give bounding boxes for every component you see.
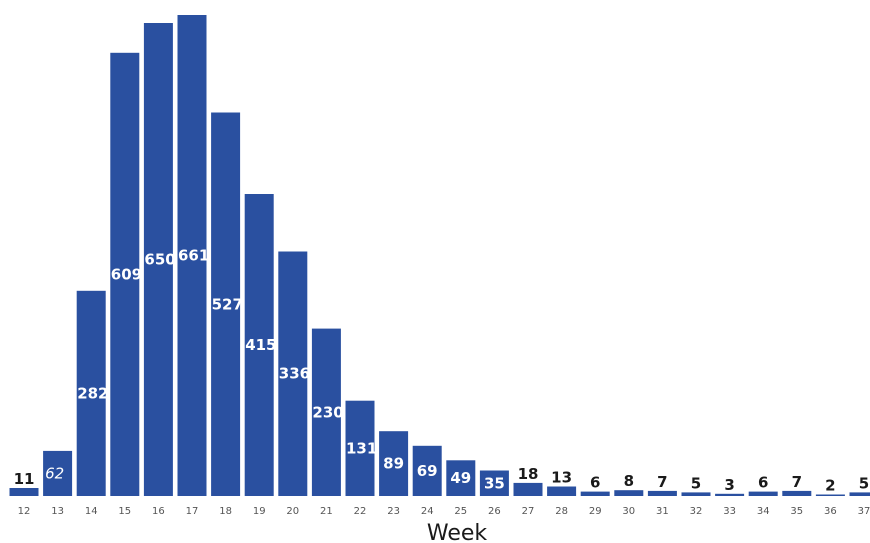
- value-label-week-35: 7: [792, 473, 802, 491]
- bar-week-31: [647, 490, 677, 496]
- value-label-week-24: 69: [417, 462, 438, 480]
- bar-week-34: [748, 491, 778, 496]
- value-label-week-31: 7: [657, 473, 667, 491]
- bar-week-25: [446, 460, 476, 496]
- bar-week-17: [177, 15, 207, 496]
- value-label-week-34: 6: [758, 474, 768, 492]
- bar-week-32: [681, 492, 711, 496]
- x-tick-label-12: 12: [18, 506, 31, 517]
- value-label-week-33: 3: [724, 476, 734, 494]
- x-tick-label-27: 27: [522, 506, 535, 517]
- bar-week-36: [815, 494, 845, 496]
- value-label-week-28: 13: [551, 469, 572, 487]
- value-label-week-26: 35: [484, 474, 505, 492]
- value-label-week-37: 5: [859, 474, 869, 492]
- value-label-week-23: 89: [383, 455, 404, 473]
- x-tick-label-24: 24: [421, 506, 434, 517]
- bar-week-19: [244, 194, 274, 496]
- bar-week-30: [614, 490, 644, 496]
- bar-week-13: [43, 450, 73, 496]
- value-label-week-12: 11: [14, 470, 35, 488]
- bar-week-35: [782, 490, 812, 496]
- bar-week-33: [715, 493, 745, 496]
- x-tick-label-25: 25: [454, 506, 467, 517]
- bar-week-24: [412, 445, 442, 496]
- x-tick-label-33: 33: [723, 506, 736, 517]
- bar-week-23: [379, 431, 409, 496]
- value-label-week-22: 131: [346, 439, 377, 457]
- bar-week-26: [479, 470, 509, 496]
- value-label-week-17: 661: [178, 247, 209, 265]
- bar-week-28: [547, 486, 577, 496]
- x-tick-label-32: 32: [690, 506, 703, 517]
- x-tick-label-37: 37: [858, 506, 870, 517]
- x-tick-label-19: 19: [253, 506, 266, 517]
- value-label-week-18: 527: [212, 295, 243, 313]
- x-tick-label-20: 20: [286, 506, 299, 517]
- x-tick-label-31: 31: [656, 506, 669, 517]
- x-tick-label-18: 18: [219, 506, 232, 517]
- bars: [9, 15, 870, 497]
- value-label-week-14: 282: [77, 384, 108, 402]
- value-label-week-25: 49: [450, 469, 471, 487]
- bar-week-20: [278, 251, 308, 496]
- value-label-week-27: 18: [518, 465, 539, 483]
- x-tick-label-15: 15: [118, 506, 131, 517]
- value-label-week-36: 2: [825, 477, 835, 495]
- x-tick-label-16: 16: [152, 506, 165, 517]
- x-tick-label-30: 30: [622, 506, 635, 517]
- x-tick-label-34: 34: [757, 506, 770, 517]
- x-axis-title: Week: [427, 521, 488, 543]
- bar-week-29: [580, 491, 610, 496]
- x-tick-labels: 12 13 14 15 16 17 18 19 20 21 22 23 24 25 26 27 28 29 30 31…: [18, 506, 870, 517]
- bar-week-21: [311, 328, 341, 496]
- x-tick-label-29: 29: [589, 506, 602, 517]
- value-label-week-21: 230: [312, 403, 343, 421]
- x-tick-label-21: 21: [320, 506, 333, 517]
- x-tick-label-35: 35: [790, 506, 803, 517]
- value-label-week-29: 6: [590, 474, 600, 492]
- bar-week-18: [211, 112, 241, 496]
- value-label-week-32: 5: [691, 474, 701, 492]
- x-tick-label-14: 14: [85, 506, 98, 517]
- value-label-week-15: 609: [111, 265, 142, 283]
- x-tick-label-23: 23: [387, 506, 400, 517]
- x-tick-label-22: 22: [354, 506, 367, 517]
- x-tick-label-13: 13: [51, 506, 64, 517]
- x-tick-label-28: 28: [555, 506, 568, 517]
- value-label-week-30: 8: [624, 472, 634, 490]
- bar-week-12: [9, 488, 39, 496]
- value-label-week-20: 336: [279, 365, 310, 383]
- x-tick-label-17: 17: [186, 506, 199, 517]
- x-tick-label-26: 26: [488, 506, 501, 517]
- bar-week-16: [143, 23, 173, 496]
- bar-week-15: [110, 52, 140, 497]
- value-label-week-16: 650: [144, 251, 175, 269]
- value-label-week-13: 62: [45, 464, 64, 482]
- bar-week-14: [76, 290, 106, 496]
- bar-week-27: [513, 482, 543, 496]
- bar-week-22: [345, 400, 375, 496]
- bar-week-37: [849, 492, 870, 496]
- value-label-week-19: 415: [245, 336, 276, 354]
- x-tick-label-36: 36: [824, 506, 837, 517]
